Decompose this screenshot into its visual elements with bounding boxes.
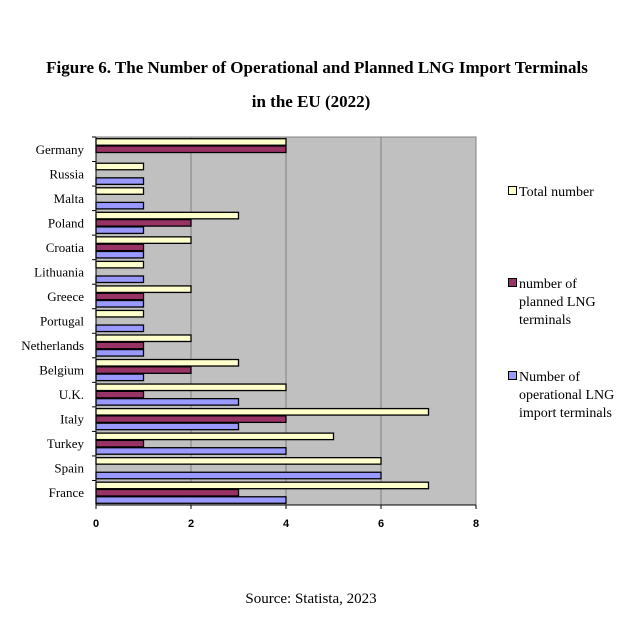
bar-operational: [95, 324, 145, 333]
category-label: Lithuania: [34, 264, 84, 279]
bar-operational: [95, 275, 145, 284]
category-label: Belgium: [39, 363, 84, 378]
bar-operational: [95, 201, 145, 210]
category-label: France: [49, 485, 85, 500]
bar-planned: [95, 341, 145, 350]
source-note: Source: Statista, 2023: [245, 591, 377, 607]
bar-operational: [95, 373, 145, 382]
category-label: U.K.: [59, 387, 84, 402]
category-label: Spain: [54, 461, 84, 476]
x-tick-label: 4: [283, 518, 290, 530]
bar-operational: [95, 250, 145, 259]
category-label: Italy: [60, 412, 84, 427]
bar-total: [95, 187, 145, 195]
category-label: Netherlands: [21, 338, 84, 353]
bar-planned: [95, 145, 287, 154]
category-label: Turkey: [47, 436, 85, 451]
category-label: Portugal: [40, 314, 84, 329]
bar-total: [95, 309, 145, 318]
bar-planned: [95, 488, 240, 497]
category-label: Poland: [48, 215, 85, 230]
bar-total: [95, 481, 430, 490]
bar-planned: [95, 390, 145, 399]
legend-label-planned: number of planned LNG terminals: [519, 277, 596, 328]
x-tick-label: 2: [188, 518, 194, 530]
bar-total: [95, 334, 192, 343]
bar-total: [95, 162, 145, 171]
category-label: Malta: [54, 191, 85, 206]
bar-planned: [95, 366, 192, 374]
chart-title-line1: Figure 6. The Number of Operational and …: [46, 58, 588, 77]
bar-total: [95, 236, 192, 245]
bar-planned: [95, 218, 192, 227]
legend-swatch-total: [508, 186, 517, 195]
category-label: Germany: [36, 142, 85, 157]
bar-operational: [95, 397, 240, 406]
x-tick-label: 6: [378, 518, 384, 530]
bar-operational: [95, 226, 145, 235]
legend-swatch-operational: [508, 371, 517, 380]
bar-operational: [95, 471, 382, 480]
legend-item-planned: number of planned LNG terminals: [508, 276, 596, 330]
bar-operational: [95, 422, 240, 431]
legend-label-total: Total number: [519, 185, 594, 200]
bar-operational: [95, 447, 287, 455]
bar-planned: [95, 292, 145, 301]
bar-planned: [95, 243, 145, 252]
bar-total: [95, 407, 430, 416]
bar-total: [95, 358, 240, 367]
bar-total: [95, 432, 335, 441]
bar-total: [95, 285, 192, 294]
category-label: Greece: [47, 289, 84, 304]
bar-operational: [95, 299, 145, 308]
bar-total: [95, 138, 287, 146]
legend-item-total: Total number: [508, 184, 594, 202]
chart-title-line2: in the EU (2022): [251, 92, 371, 111]
bar-operational: [95, 348, 145, 357]
x-tick-label: 0: [93, 518, 99, 530]
legend-label-operational: Number of operational LNG import termina…: [519, 370, 615, 421]
bar-total: [95, 260, 145, 269]
legend-item-operational: Number of operational LNG import termina…: [508, 369, 614, 423]
bar-planned: [95, 415, 287, 424]
bar-operational: [95, 177, 145, 186]
bar-planned: [95, 439, 145, 448]
bar-total: [95, 456, 382, 465]
bar-total: [95, 383, 287, 392]
bar-operational: [95, 496, 287, 504]
x-tick-label: 8: [473, 518, 479, 530]
bar-total: [95, 211, 240, 220]
category-label: Croatia: [46, 240, 84, 255]
legend-swatch-planned: [508, 278, 517, 287]
category-label: Russia: [49, 166, 84, 181]
